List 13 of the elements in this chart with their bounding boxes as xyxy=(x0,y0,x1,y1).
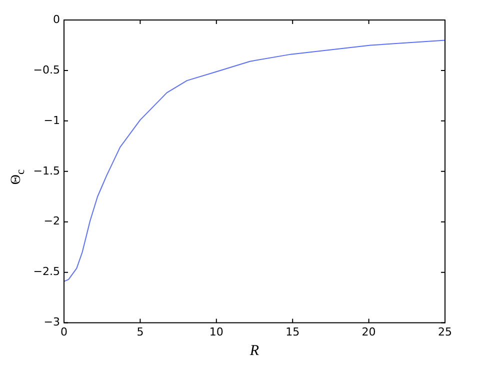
x-tick-label: 25 xyxy=(438,325,452,338)
x-tick-label: 15 xyxy=(286,325,300,338)
y-tick-label: −2.5 xyxy=(33,265,60,278)
y-tick-label: −2 xyxy=(44,214,60,228)
y-tick-label: −3 xyxy=(44,316,60,329)
y-tick-label: −1.5 xyxy=(33,164,60,178)
x-tick-label: 20 xyxy=(362,325,376,338)
x-tick-label: 10 xyxy=(209,325,224,338)
x-tick-label: 5 xyxy=(136,325,144,338)
x-axis-title: R xyxy=(248,342,260,359)
y-tick-label: 0 xyxy=(53,12,60,26)
y-tick-label: −0.5 xyxy=(33,63,60,76)
y-tick-label: −1 xyxy=(44,114,60,127)
